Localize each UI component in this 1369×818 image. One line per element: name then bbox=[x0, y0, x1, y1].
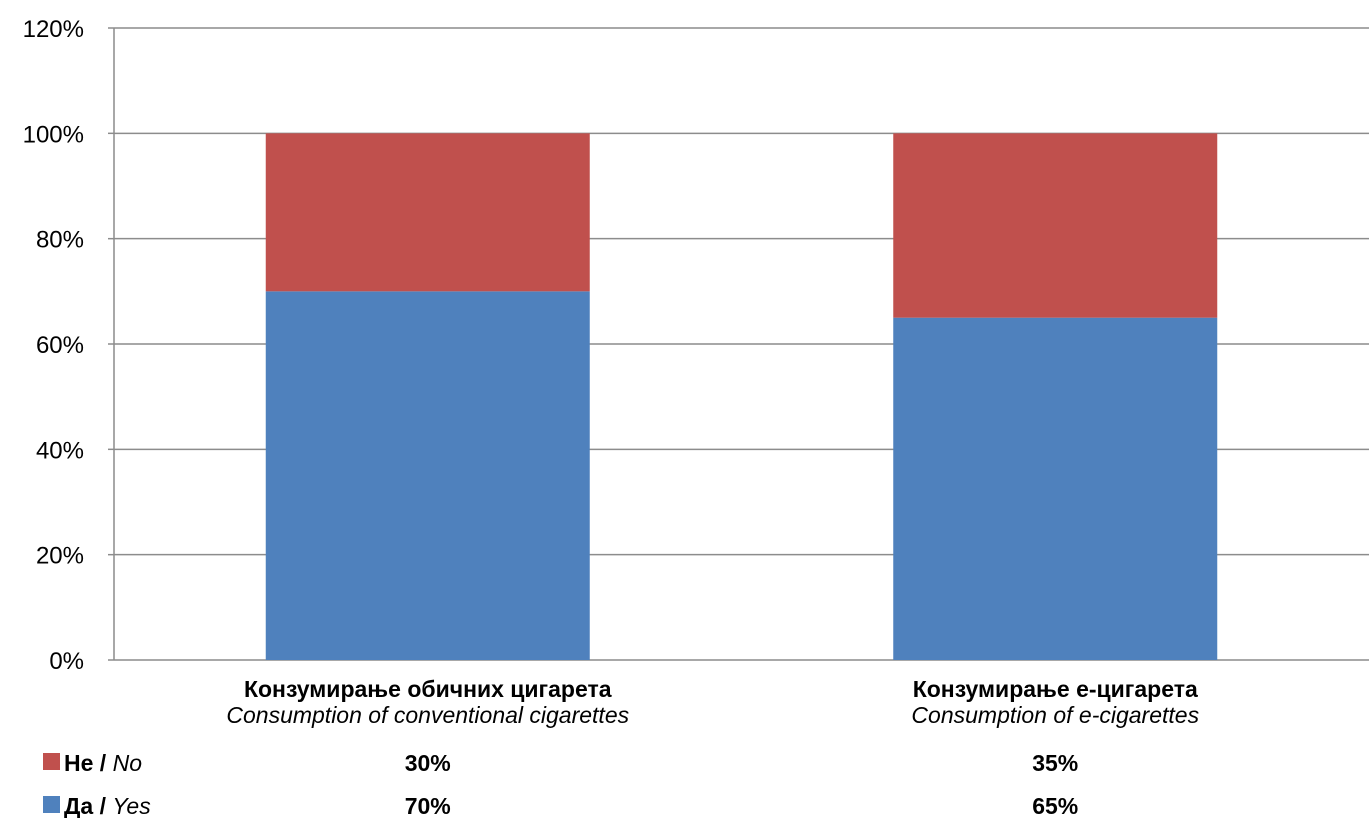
data-table-value: 65% bbox=[1032, 793, 1078, 818]
y-tick-label: 60% bbox=[36, 332, 84, 359]
x-category-label: Конзумирање обичних цигарета bbox=[244, 676, 612, 702]
x-category-label: Конзумирање е-цигарета bbox=[913, 676, 1198, 702]
bar-segment bbox=[893, 133, 1218, 318]
legend-swatch bbox=[43, 753, 60, 770]
y-tick-label: 120% bbox=[23, 16, 84, 43]
data-table-value: 70% bbox=[405, 793, 451, 818]
legend-label: Да / Yes bbox=[64, 793, 151, 818]
x-category-sublabel: Consumption of e-cigarettes bbox=[911, 702, 1199, 728]
y-tick-label: 20% bbox=[36, 543, 84, 570]
bar-segment bbox=[893, 317, 1218, 660]
bar-segment bbox=[265, 291, 590, 660]
y-tick-label: 80% bbox=[36, 227, 84, 254]
bar-segment bbox=[265, 133, 590, 292]
y-tick-label: 0% bbox=[49, 648, 84, 675]
y-tick-label: 100% bbox=[23, 121, 84, 148]
y-tick-label: 40% bbox=[36, 437, 84, 464]
data-table-value: 30% bbox=[405, 750, 451, 776]
x-category-sublabel: Consumption of conventional cigarettes bbox=[226, 702, 629, 728]
data-table-value: 35% bbox=[1032, 750, 1078, 776]
legend-swatch bbox=[43, 796, 60, 813]
legend-label: Не / No bbox=[64, 750, 142, 776]
